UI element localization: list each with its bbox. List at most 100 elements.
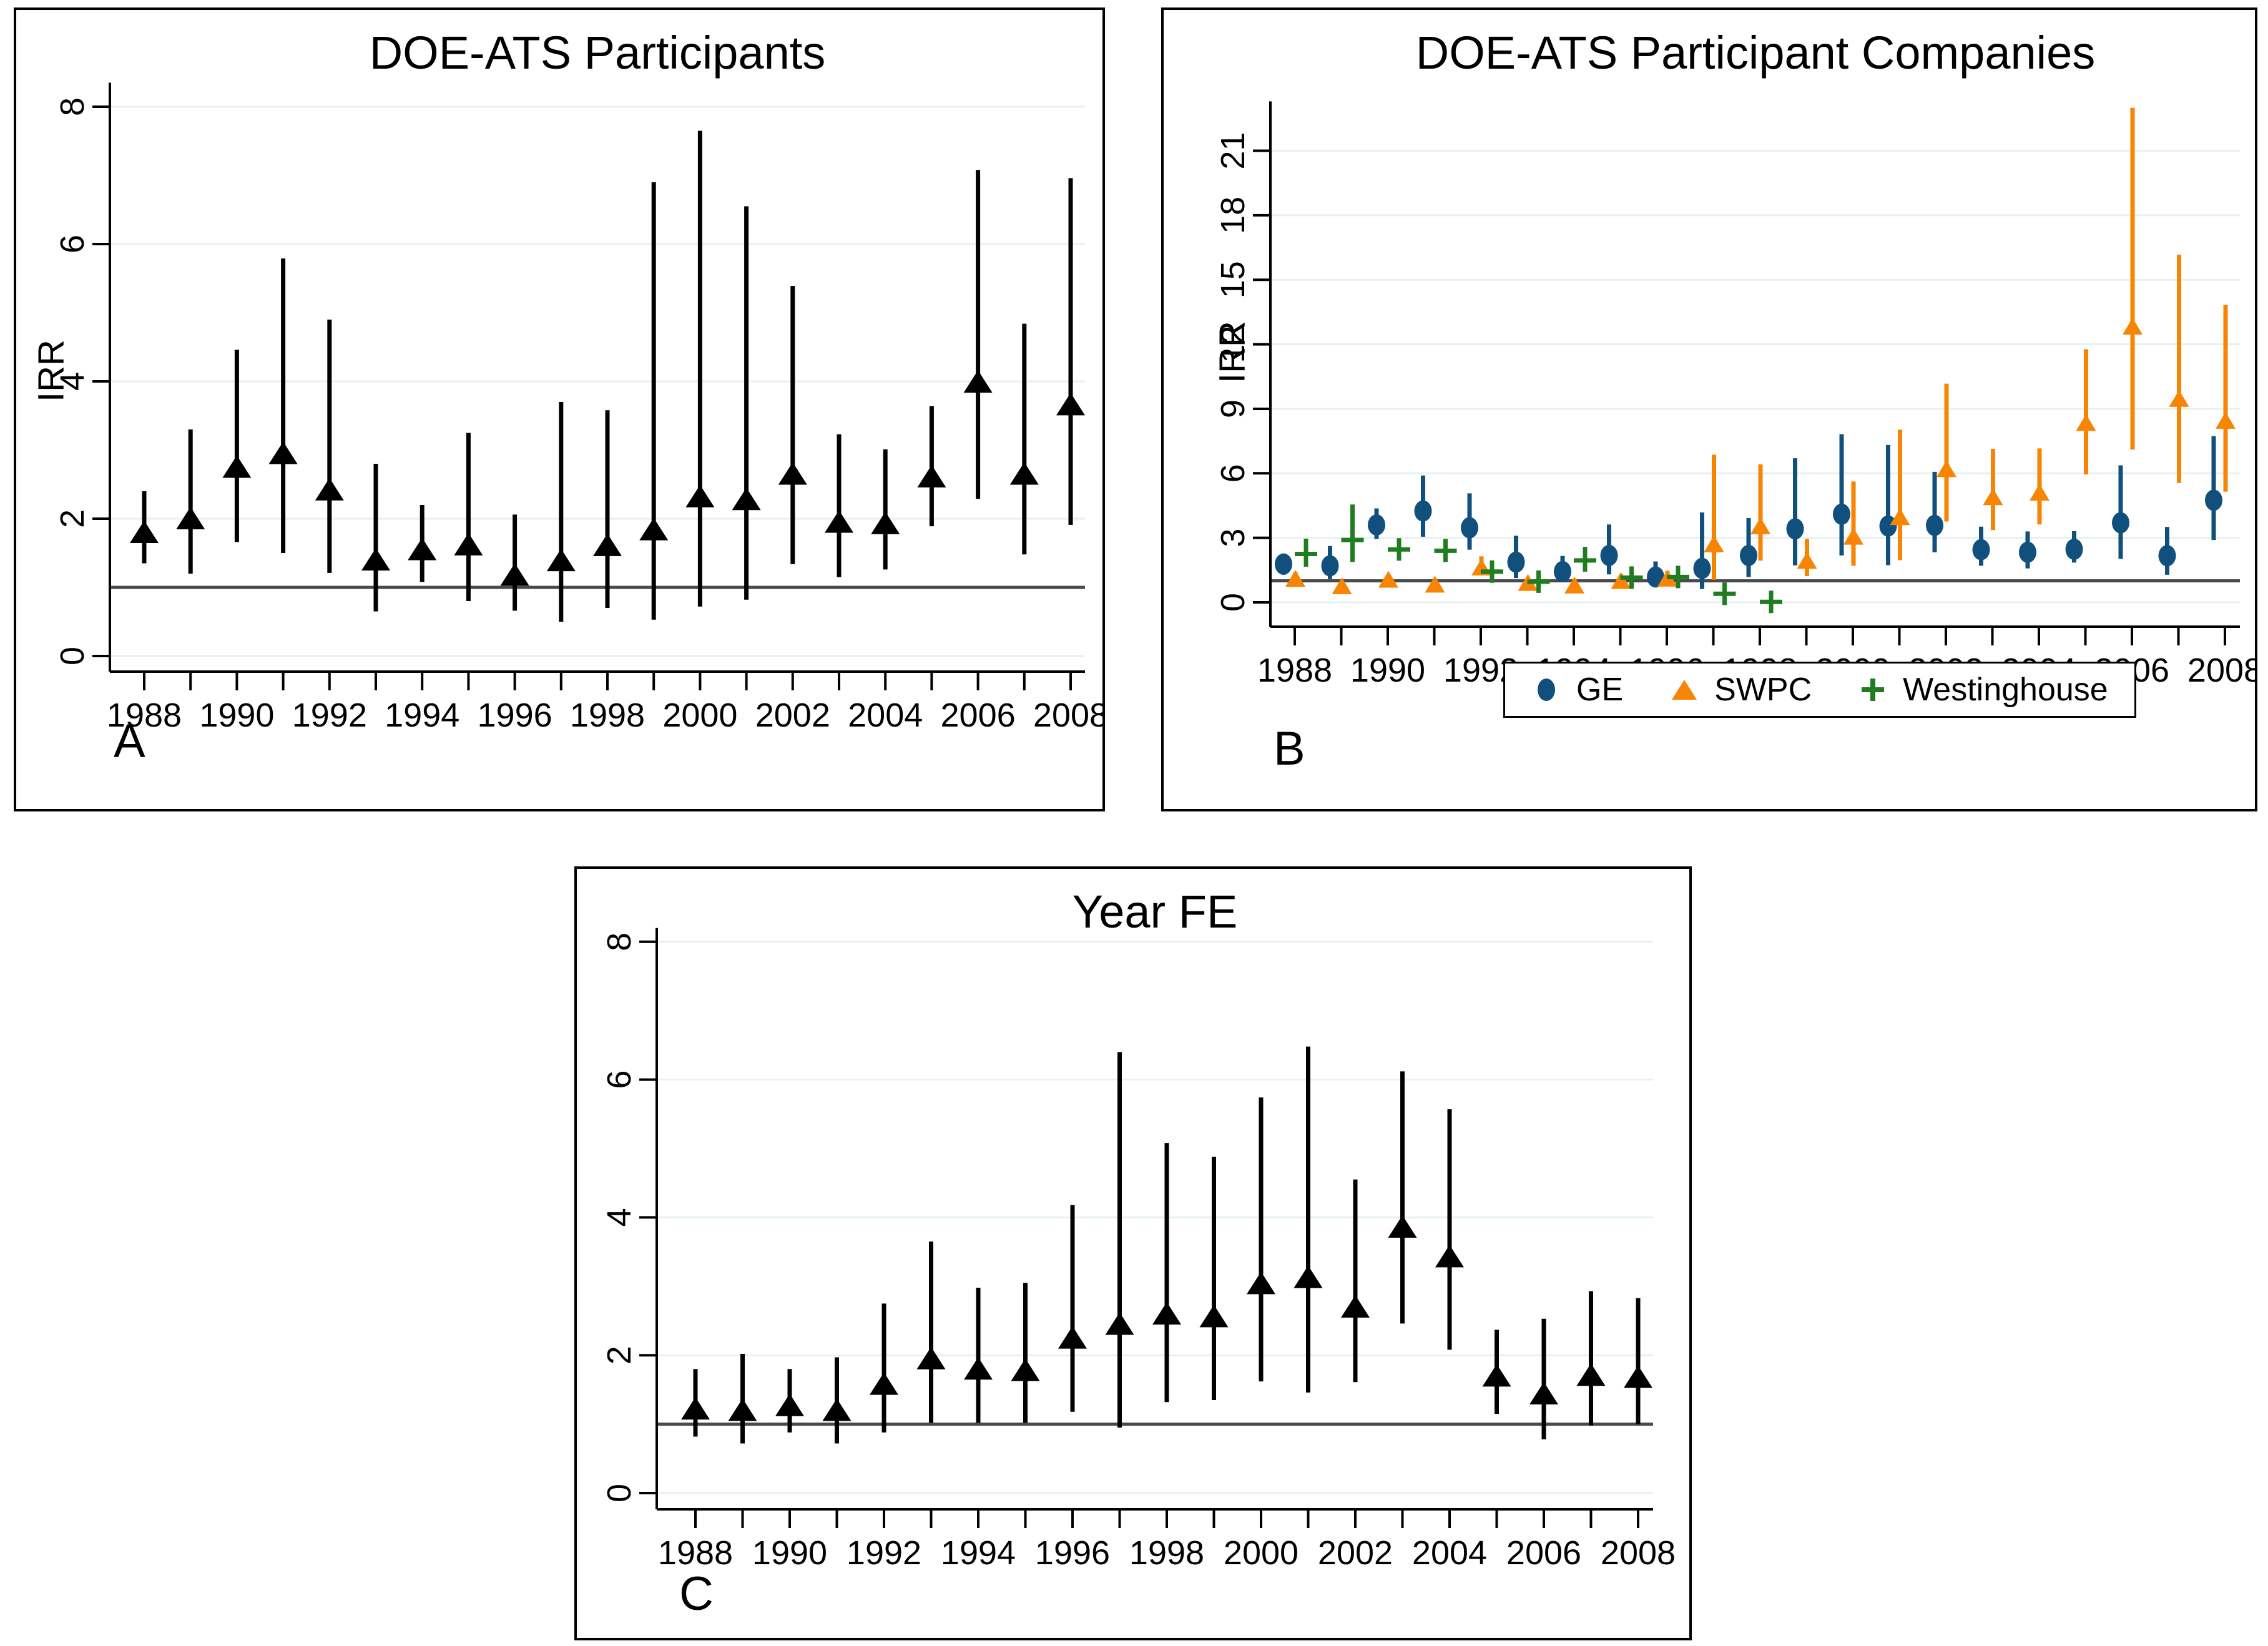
y-tick-label: 2 bbox=[54, 509, 91, 528]
y-tick-label: 8 bbox=[601, 933, 638, 951]
circle-marker bbox=[1507, 551, 1525, 573]
y-tick-label: 4 bbox=[54, 372, 91, 391]
triangle-marker bbox=[361, 548, 390, 571]
triangle-marker bbox=[964, 1357, 993, 1380]
triangle-marker bbox=[917, 464, 946, 487]
triangle-marker bbox=[822, 1398, 852, 1421]
y-tick-label: 4 bbox=[601, 1208, 638, 1227]
triangle-marker bbox=[268, 441, 298, 464]
circle-marker bbox=[1647, 566, 1664, 588]
x-tick-label: 1996 bbox=[478, 697, 552, 734]
x-tick-label: 1992 bbox=[292, 697, 367, 734]
legend-label-westinghouse: Westinghouse bbox=[1903, 672, 2108, 708]
triangle-marker bbox=[871, 511, 900, 534]
triangle-marker bbox=[454, 532, 483, 556]
triangle-marker bbox=[593, 533, 622, 556]
y-tick-label: 12 bbox=[1214, 326, 1252, 363]
triangle-marker bbox=[732, 487, 761, 511]
triangle-marker bbox=[1611, 572, 1631, 589]
axes: 0 2 4 6 8 1988 1990 1992 1994 1996 1998 2000 2002 200… bbox=[54, 82, 1102, 734]
x-tick-label: 2006 bbox=[1506, 1534, 1581, 1572]
triangle-marker bbox=[1378, 571, 1398, 588]
triangle-marker bbox=[546, 549, 576, 572]
circle-marker bbox=[2019, 541, 2036, 563]
x-tick-label: 2002 bbox=[755, 697, 830, 734]
series-Westinghouse bbox=[1295, 504, 1782, 614]
triangle-marker bbox=[1797, 552, 1817, 569]
series-GE bbox=[1275, 434, 2222, 589]
triangle-marker bbox=[2216, 411, 2236, 429]
triangle-marker bbox=[1564, 576, 1584, 594]
triangle-marker bbox=[778, 462, 807, 485]
x-tick-label: 2008 bbox=[2187, 652, 2255, 689]
triangle-marker bbox=[825, 510, 853, 533]
x-tick-label: 2008 bbox=[1033, 697, 1102, 734]
triangle-marker bbox=[1576, 1363, 1606, 1386]
x-tick-label: 2000 bbox=[1224, 1534, 1298, 1572]
circle-marker bbox=[1554, 561, 1571, 582]
y-tick-label: 6 bbox=[601, 1070, 638, 1089]
westinghouse-plus-icon bbox=[1858, 674, 1888, 706]
triangle-marker bbox=[2076, 414, 2096, 431]
panel-a: DOE-ATS Participants IRR 0 2 4 6 8 1988 1990 19… bbox=[14, 7, 1105, 811]
x-tick-label: 2008 bbox=[1601, 1534, 1676, 1572]
plus-marker bbox=[1574, 549, 1596, 572]
panel-b: DOE-ATS Participant Companies IRR 0 3 6 9 12… bbox=[1161, 7, 2257, 811]
x-tick-label: 2006 bbox=[941, 697, 1016, 734]
circle-marker bbox=[2065, 538, 2083, 560]
legend-item-ge: GE bbox=[1531, 671, 1623, 708]
triangle-marker bbox=[1388, 1215, 1417, 1238]
series-irr-estimates bbox=[681, 1046, 1652, 1444]
circle-marker bbox=[1414, 500, 1432, 522]
x-tick-label: 1998 bbox=[570, 697, 645, 734]
y-tick-label: 8 bbox=[54, 97, 91, 116]
legend-item-swpc: SWPC bbox=[1669, 671, 1812, 708]
plus-marker bbox=[1667, 566, 1689, 589]
triangle-marker bbox=[2123, 318, 2143, 335]
triangle-marker bbox=[1750, 517, 1770, 534]
triangle-marker bbox=[2169, 389, 2189, 407]
x-tick-label: 1990 bbox=[199, 697, 274, 734]
y-tick-label: 6 bbox=[1214, 464, 1252, 483]
legend-label-ge: GE bbox=[1576, 672, 1624, 708]
legend: GE SWPC Westinghouse bbox=[1503, 662, 2136, 718]
triangle-marker bbox=[963, 370, 993, 393]
triangle-marker bbox=[1011, 1358, 1040, 1381]
triangle-marker bbox=[1058, 1326, 1087, 1349]
plus-marker bbox=[1434, 539, 1457, 562]
panel-c-letter: C bbox=[679, 1567, 714, 1620]
plus-marker bbox=[1527, 570, 1550, 593]
x-tick-label: 2002 bbox=[1318, 1534, 1393, 1572]
triangle-marker bbox=[500, 563, 529, 586]
triangle-marker bbox=[408, 537, 437, 561]
circle-marker bbox=[1275, 553, 1292, 575]
triangle-marker bbox=[1105, 1312, 1134, 1335]
panel-a-title: DOE-ATS Participants bbox=[369, 27, 826, 79]
x-tick-label: 1988 bbox=[1257, 652, 1332, 689]
swpc-triangle-icon bbox=[1669, 674, 1699, 706]
triangle-marker bbox=[315, 478, 344, 501]
triangle-marker bbox=[1294, 1265, 1323, 1288]
triangle-marker bbox=[1937, 460, 1956, 478]
panel-c-title: Year FE bbox=[1072, 886, 1238, 938]
triangle-marker bbox=[1890, 508, 1910, 526]
circle-marker bbox=[1786, 518, 1804, 540]
y-tick-label: 3 bbox=[1214, 529, 1252, 547]
x-tick-label: 1990 bbox=[752, 1534, 827, 1572]
triangle-marker bbox=[1624, 1365, 1652, 1388]
triangle-marker bbox=[870, 1372, 898, 1395]
circle-marker bbox=[1972, 539, 1990, 561]
legend-item-westinghouse: Westinghouse bbox=[1858, 671, 2108, 708]
plus-marker bbox=[1481, 560, 1503, 583]
triangle-marker bbox=[1332, 577, 1352, 594]
circle-marker bbox=[1693, 557, 1711, 579]
circle-marker bbox=[1879, 515, 1897, 537]
circle-marker bbox=[1926, 514, 1943, 536]
circle-marker bbox=[1740, 544, 1757, 566]
x-tick-label: 1988 bbox=[658, 1534, 733, 1572]
circle-marker bbox=[2112, 512, 2129, 534]
plus-marker bbox=[1295, 542, 1317, 566]
circle-marker bbox=[1368, 514, 1385, 536]
y-tick-label: 15 bbox=[1214, 261, 1252, 298]
y-tick-label: 2 bbox=[601, 1346, 638, 1364]
